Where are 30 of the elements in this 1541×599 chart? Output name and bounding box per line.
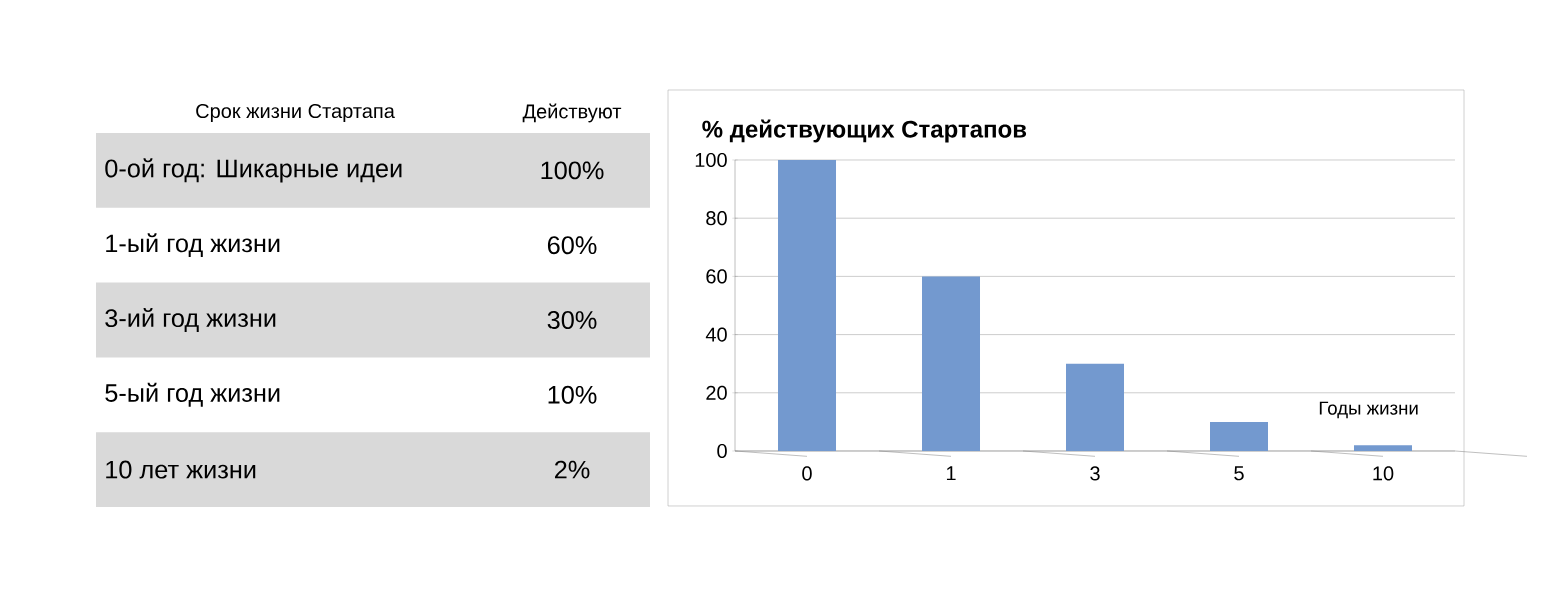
category-label: 3-ий год жизни xyxy=(105,308,276,332)
x-tick-label: 3 xyxy=(1090,466,1100,481)
x-tick-label: 1 xyxy=(946,466,956,481)
text: 60% xyxy=(547,236,597,255)
y-tick-label: 40 xyxy=(705,327,727,342)
y-tick-label: 0 xyxy=(717,443,727,459)
bar xyxy=(922,276,981,451)
y-tick-label: 60 xyxy=(706,269,727,284)
bar xyxy=(1210,421,1268,451)
text: 10% xyxy=(548,385,597,404)
category-label: 10 лет жизни xyxy=(106,460,256,479)
x-axis-title: Годы жизни xyxy=(1319,401,1418,419)
bar xyxy=(1354,445,1412,451)
text: 2% xyxy=(554,460,590,479)
bar xyxy=(1066,363,1125,451)
category-label: 5-ый год жизни xyxy=(105,382,280,407)
text: Срок жизни Стартапа xyxy=(196,103,395,123)
x-tick-label: 0 xyxy=(802,466,812,481)
text: Действуют xyxy=(522,103,622,123)
bar xyxy=(778,159,837,451)
y-tick-label: 100 xyxy=(695,152,727,168)
text: 100% xyxy=(541,161,604,180)
x-tick-label: 10 xyxy=(1373,466,1394,481)
text: 30% xyxy=(547,311,597,329)
x-tick-label: 5 xyxy=(1234,466,1244,481)
chart-title: % действующих Стартапов xyxy=(702,119,1027,143)
y-tick-label: 80 xyxy=(706,211,727,226)
category-label: 1-ый год жизни xyxy=(106,233,280,258)
y-tick-label: 20 xyxy=(706,385,727,400)
category-label: 0-ой год: Шикарные идеи xyxy=(105,158,402,183)
